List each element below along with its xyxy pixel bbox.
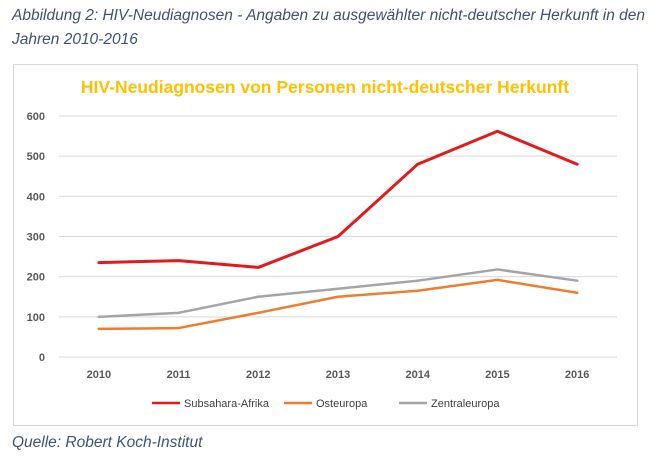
legend-item: Osteuropa bbox=[284, 398, 368, 410]
x-tick-label: 2013 bbox=[326, 369, 350, 381]
x-tick-label: 2016 bbox=[565, 369, 589, 381]
data-point bbox=[416, 279, 419, 282]
series-lines bbox=[97, 129, 579, 331]
legend-item: Zentraleuropa bbox=[399, 398, 500, 410]
series-line-osteuropa bbox=[97, 278, 579, 331]
y-tick-label: 600 bbox=[27, 111, 45, 123]
data-point bbox=[257, 295, 260, 298]
x-tick-label: 2010 bbox=[87, 369, 111, 381]
data-point bbox=[177, 259, 180, 262]
y-axis-ticks: 0 100 200 300 400 500 600 bbox=[27, 111, 45, 364]
data-point bbox=[257, 311, 260, 315]
y-tick-label: 400 bbox=[27, 191, 45, 203]
source-note: Quelle: Robert Koch-Institut bbox=[12, 434, 203, 451]
chart-frame: HIV-Neudiagnosen von Personen nicht-deut… bbox=[13, 64, 638, 426]
legend-label: Zentraleuropa bbox=[431, 398, 500, 410]
data-point bbox=[336, 235, 340, 238]
data-point bbox=[97, 327, 101, 331]
y-tick-label: 200 bbox=[27, 272, 45, 284]
x-tick-label: 2014 bbox=[405, 369, 430, 381]
legend-label: Subsahara-Afrika bbox=[184, 398, 270, 410]
y-tick-label: 0 bbox=[39, 352, 45, 364]
data-point bbox=[416, 163, 419, 166]
series-line-subsahara-afrika bbox=[97, 129, 579, 269]
data-point bbox=[177, 326, 180, 330]
legend: Subsahara-Afrika Osteuropa Zentraleuropa bbox=[152, 398, 500, 410]
data-point bbox=[496, 130, 499, 133]
data-point bbox=[97, 315, 101, 319]
x-tick-label: 2015 bbox=[485, 369, 509, 381]
data-point bbox=[336, 295, 340, 298]
legend-label: Osteuropa bbox=[316, 398, 368, 410]
x-tick-label: 2012 bbox=[246, 369, 270, 381]
y-tick-label: 100 bbox=[27, 312, 45, 324]
y-tick-label: 500 bbox=[27, 151, 45, 163]
data-point bbox=[336, 287, 340, 290]
data-point bbox=[496, 268, 499, 271]
data-point bbox=[416, 289, 419, 292]
data-point bbox=[575, 163, 579, 166]
figure-caption: Abbildung 2: HIV-Neudiagnosen - Angaben … bbox=[12, 7, 646, 48]
y-tick-label: 300 bbox=[27, 232, 45, 244]
x-axis-ticks: 2010 2011 2012 2013 2014 2015 2016 bbox=[87, 369, 590, 381]
line-chart: HIV-Neudiagnosen von Personen nicht-deut… bbox=[27, 77, 617, 410]
data-point bbox=[257, 266, 260, 269]
data-point bbox=[575, 279, 579, 282]
legend-item: Subsahara-Afrika bbox=[152, 398, 270, 410]
data-point bbox=[575, 291, 579, 294]
data-point bbox=[177, 311, 180, 315]
data-point bbox=[496, 278, 499, 282]
data-point bbox=[97, 261, 101, 264]
grid-lines bbox=[59, 115, 617, 358]
chart-title: HIV-Neudiagnosen von Personen nicht-deut… bbox=[81, 77, 569, 97]
x-tick-label: 2011 bbox=[167, 369, 191, 381]
